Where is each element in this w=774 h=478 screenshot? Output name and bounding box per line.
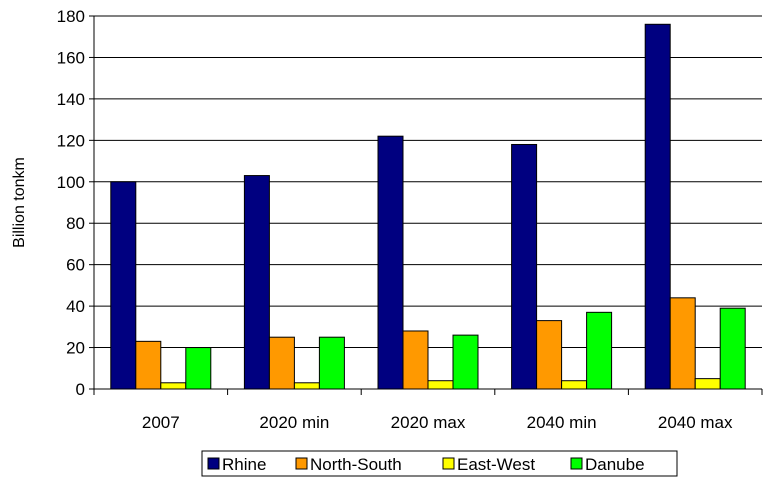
legend-label-danube: Danube [585,455,645,474]
bar-danube-2040-max [719,307,746,390]
legend-label-rhine: Rhine [222,455,266,474]
y-tick-label: 160 [57,48,85,67]
bar-danube-2007 [185,347,212,390]
bar-north-south-2020-min [268,336,295,390]
x-tick-label: 2020 max [391,413,466,432]
legend-swatch-east-west [442,457,455,470]
y-tick-label: 60 [66,256,85,275]
y-tick-label: 180 [57,7,85,26]
x-tick-labels: 2007 2020 min 2020 max 2040 min 2040 max [142,413,733,432]
y-axis-label: Billion tonkm [11,157,28,248]
y-tick-labels: 0 20 40 60 80 100 120 140 160 180 [57,7,85,399]
x-tick-label: 2020 min [259,413,329,432]
bar-east-west-2040-min [561,380,588,390]
y-tick-label: 100 [57,173,85,192]
legend: Rhine North-South East-West Danube [201,450,678,477]
bar-east-west-2020-min [293,382,320,390]
y-tick-label: 0 [76,380,85,399]
x-tick-label: 2040 max [658,413,733,432]
y-tick-label: 20 [66,339,85,358]
bar-north-south-2007 [135,340,162,390]
bar-rhine-2020-max [377,135,404,390]
x-tick-label: 2007 [142,413,180,432]
y-tick-label: 140 [57,90,85,109]
bar-east-west-2040-max [694,378,721,390]
bar-north-south-2040-max [669,297,696,390]
bar-rhine-2040-max [644,23,671,390]
axes [89,15,763,395]
bar-rhine-2020-min [243,175,270,390]
bar-north-south-2040-min [536,320,563,390]
bar-danube-2020-min [318,336,345,390]
x-tick-label: 2040 min [527,413,597,432]
legend-label-north-south: North-South [310,455,402,474]
legend-label-east-west: East-West [457,455,535,474]
bar-danube-2020-max [452,334,479,390]
bar-rhine-2007 [110,181,137,390]
bar-north-south-2020-max [402,330,429,390]
legend-swatch-rhine [207,457,220,470]
y-tick-label: 80 [66,214,85,233]
bar-east-west-2007 [160,382,187,390]
legend-swatch-north-south [295,457,308,470]
y-tick-label: 40 [66,297,85,316]
bars [110,23,746,390]
legend-box [201,450,678,477]
bar-east-west-2020-max [427,380,454,390]
bar-danube-2040-min [586,311,613,390]
bar-rhine-2040-min [511,143,538,390]
y-tick-label: 120 [57,131,85,150]
legend-swatch-danube [570,457,583,470]
gridlines [94,15,762,349]
